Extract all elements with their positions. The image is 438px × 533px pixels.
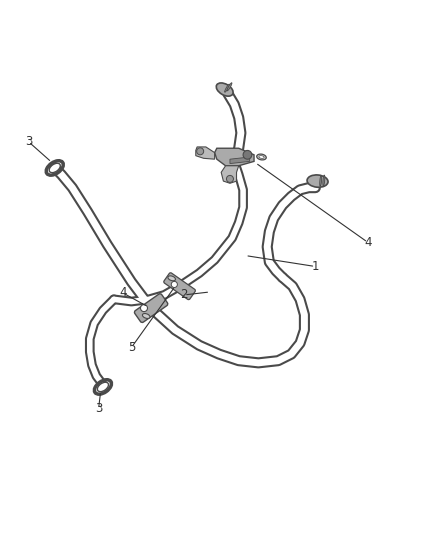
Ellipse shape <box>320 175 321 187</box>
FancyBboxPatch shape <box>134 294 168 322</box>
Ellipse shape <box>168 276 176 281</box>
Text: 5: 5 <box>128 341 135 354</box>
Polygon shape <box>215 148 254 166</box>
Ellipse shape <box>225 84 230 92</box>
Polygon shape <box>196 147 215 159</box>
Text: 2: 2 <box>180 288 188 302</box>
Polygon shape <box>230 157 250 164</box>
Text: 3: 3 <box>95 402 102 415</box>
Circle shape <box>226 175 233 182</box>
Text: 3: 3 <box>25 135 32 148</box>
Circle shape <box>243 150 252 159</box>
Ellipse shape <box>323 175 325 186</box>
Ellipse shape <box>259 156 264 158</box>
Ellipse shape <box>216 83 233 96</box>
FancyBboxPatch shape <box>164 273 195 300</box>
Circle shape <box>197 148 204 155</box>
Text: 4: 4 <box>364 236 372 249</box>
Ellipse shape <box>307 175 328 187</box>
Ellipse shape <box>49 163 60 173</box>
Circle shape <box>171 281 177 287</box>
Circle shape <box>141 304 148 312</box>
Ellipse shape <box>227 83 232 91</box>
Text: 4: 4 <box>119 286 127 300</box>
Ellipse shape <box>257 154 266 160</box>
Ellipse shape <box>97 382 109 392</box>
Polygon shape <box>221 166 239 183</box>
Text: 1: 1 <box>311 260 319 273</box>
Ellipse shape <box>142 313 150 318</box>
